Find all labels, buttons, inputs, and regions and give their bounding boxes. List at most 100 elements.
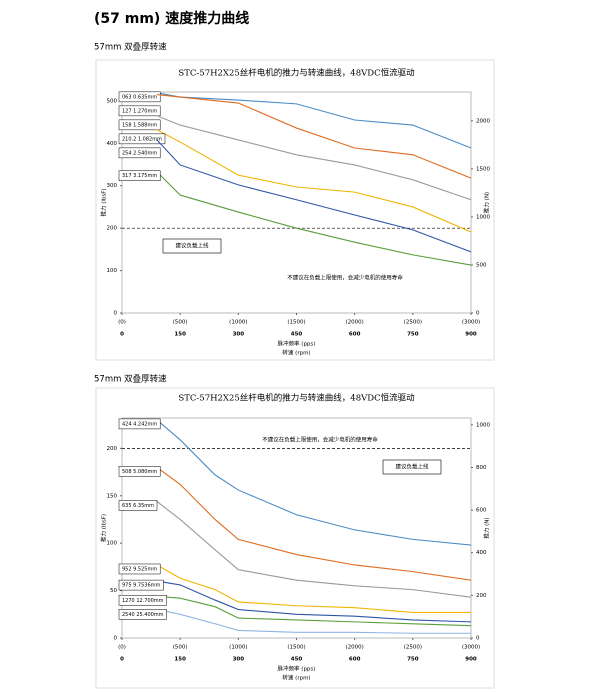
y2-tick-label: 1000 — [476, 422, 490, 428]
x-tick-label: (2000) — [346, 320, 364, 326]
y2-tick-label: 0 — [476, 311, 480, 317]
x-tick-label: (500) — [173, 320, 188, 326]
x-tick-label: (500) — [173, 645, 188, 651]
series-line — [156, 609, 471, 634]
legend-label: 1270 12.700mm — [122, 598, 164, 604]
y-tick-label: 500 — [107, 98, 118, 104]
section-title: 57mm 双叠厚转速 — [94, 42, 167, 53]
legend-box — [118, 595, 167, 606]
series-line — [156, 129, 472, 233]
legend-label: 317 3.175mm — [122, 173, 157, 179]
legend-label: 975 9.7536mm — [122, 583, 160, 589]
chart-frame — [95, 387, 495, 689]
x-tick-label: (1500) — [287, 320, 305, 326]
legend-box — [118, 466, 161, 477]
legend-box — [118, 170, 161, 181]
legend-label: 127 1.270mm — [122, 108, 157, 114]
y-tick-label: 0 — [114, 311, 118, 317]
y-tick-label: 200 — [107, 446, 118, 452]
legend-label: 210.2 1.082mm — [122, 136, 162, 142]
legend-box — [118, 418, 161, 430]
series-line — [156, 92, 472, 149]
x-tick-label: (3000) — [462, 320, 480, 326]
x-tick-label: (3000) — [462, 645, 480, 651]
limit-label: 建议负载上线 — [175, 242, 209, 250]
x2-tick-label: 450 — [291, 332, 303, 338]
legend-label: 952 9.525mm — [122, 566, 157, 572]
y2-tick-label: 2000 — [476, 118, 490, 124]
plot-area — [121, 417, 472, 639]
x-tick-label: (2500) — [404, 320, 422, 326]
legend-box — [118, 91, 161, 103]
legend-label: 635 6.35mm — [122, 503, 154, 509]
y2-tick-label: 200 — [476, 593, 487, 599]
y-tick-label: 50 — [110, 588, 117, 594]
legend-label: 158 1.588mm — [122, 122, 157, 128]
legend-label: 424 4.242mm — [122, 421, 157, 427]
y2-axis-label: 推力 (N) — [483, 192, 491, 213]
chart-title: STC-57H2X25丝杆电机的推力与转速曲线，48VDC恒流驱动 — [178, 393, 415, 404]
legend-box — [118, 147, 161, 159]
y2-tick-label: 0 — [476, 636, 480, 642]
x2-tick-label: 600 — [349, 332, 361, 338]
y-axis-label: 推力 (lbsF) — [100, 188, 108, 216]
x-tick-label: (1500) — [287, 645, 305, 651]
limit-label: 建议负载上线 — [395, 463, 429, 471]
series-line — [156, 115, 472, 201]
y-tick-label: 100 — [107, 541, 118, 547]
legend-label: 063 0.635mm — [122, 94, 157, 100]
y2-tick-label: 400 — [476, 550, 487, 556]
y-tick-label: 0 — [114, 636, 118, 642]
series-line — [156, 466, 472, 581]
x2-axis-label: 转速 (rpm) — [282, 349, 310, 357]
series-line — [156, 564, 471, 613]
chart-title: STC-57H2X25丝杆电机的推力与转速曲线，48VDC恒流驱动 — [178, 68, 415, 79]
x2-tick-label: 0 — [120, 657, 124, 663]
annotation: 不建议在负载上限使用，会减少电机的使用寿命 — [262, 436, 378, 444]
series-line — [156, 171, 472, 266]
y2-tick-label: 1500 — [476, 166, 490, 172]
y2-tick-label: 500 — [476, 262, 487, 268]
x-tick-label: (1000) — [229, 645, 247, 651]
y2-tick-label: 1000 — [476, 214, 490, 220]
series-line — [156, 93, 472, 179]
y-tick-label: 400 — [107, 141, 118, 147]
x-tick-label: (0) — [118, 645, 126, 651]
series-line — [156, 419, 472, 546]
x2-tick-label: 750 — [407, 332, 419, 338]
y-tick-label: 100 — [107, 268, 118, 274]
legend-box — [118, 579, 164, 591]
limit-label-box — [382, 459, 442, 475]
x-axis-label: 脉冲频率 (pps) — [278, 665, 316, 673]
x2-tick-label: 900 — [465, 657, 477, 663]
legend-box — [118, 133, 166, 145]
series-line — [156, 595, 472, 627]
x2-tick-label: 0 — [120, 332, 124, 338]
section-title: 57mm 双叠厚转速 — [94, 374, 167, 385]
x2-tick-label: 600 — [349, 657, 361, 663]
x2-tick-label: 150 — [174, 657, 186, 663]
y-tick-label: 200 — [107, 226, 118, 232]
series-line — [156, 580, 472, 623]
x2-tick-label: 900 — [465, 332, 477, 338]
legend-label: 254 2.540mm — [122, 150, 157, 156]
x2-tick-label: 750 — [407, 657, 419, 663]
x2-axis-label: 转速 (rpm) — [282, 674, 310, 682]
chart-frame — [95, 59, 495, 361]
annotation: 不建议在负载上限使用，会减少电机的使用寿命 — [287, 274, 403, 282]
x-axis-label: 脉冲频率 (pps) — [278, 340, 316, 348]
page-title: (57 mm) 速度推力曲线 — [94, 10, 249, 27]
legend-box — [118, 563, 161, 575]
series-line — [156, 139, 472, 253]
limit-label-box — [162, 238, 222, 254]
legend-label: 508 5.080mm — [122, 469, 157, 475]
x2-tick-label: 150 — [174, 332, 186, 338]
legend-label: 2540 25.400mm — [122, 612, 164, 618]
legend-box — [118, 609, 167, 620]
y2-tick-label: 800 — [476, 465, 487, 471]
y2-axis-label: 推力 (N) — [483, 517, 491, 538]
legend-box — [118, 105, 161, 117]
legend-box — [118, 500, 158, 511]
